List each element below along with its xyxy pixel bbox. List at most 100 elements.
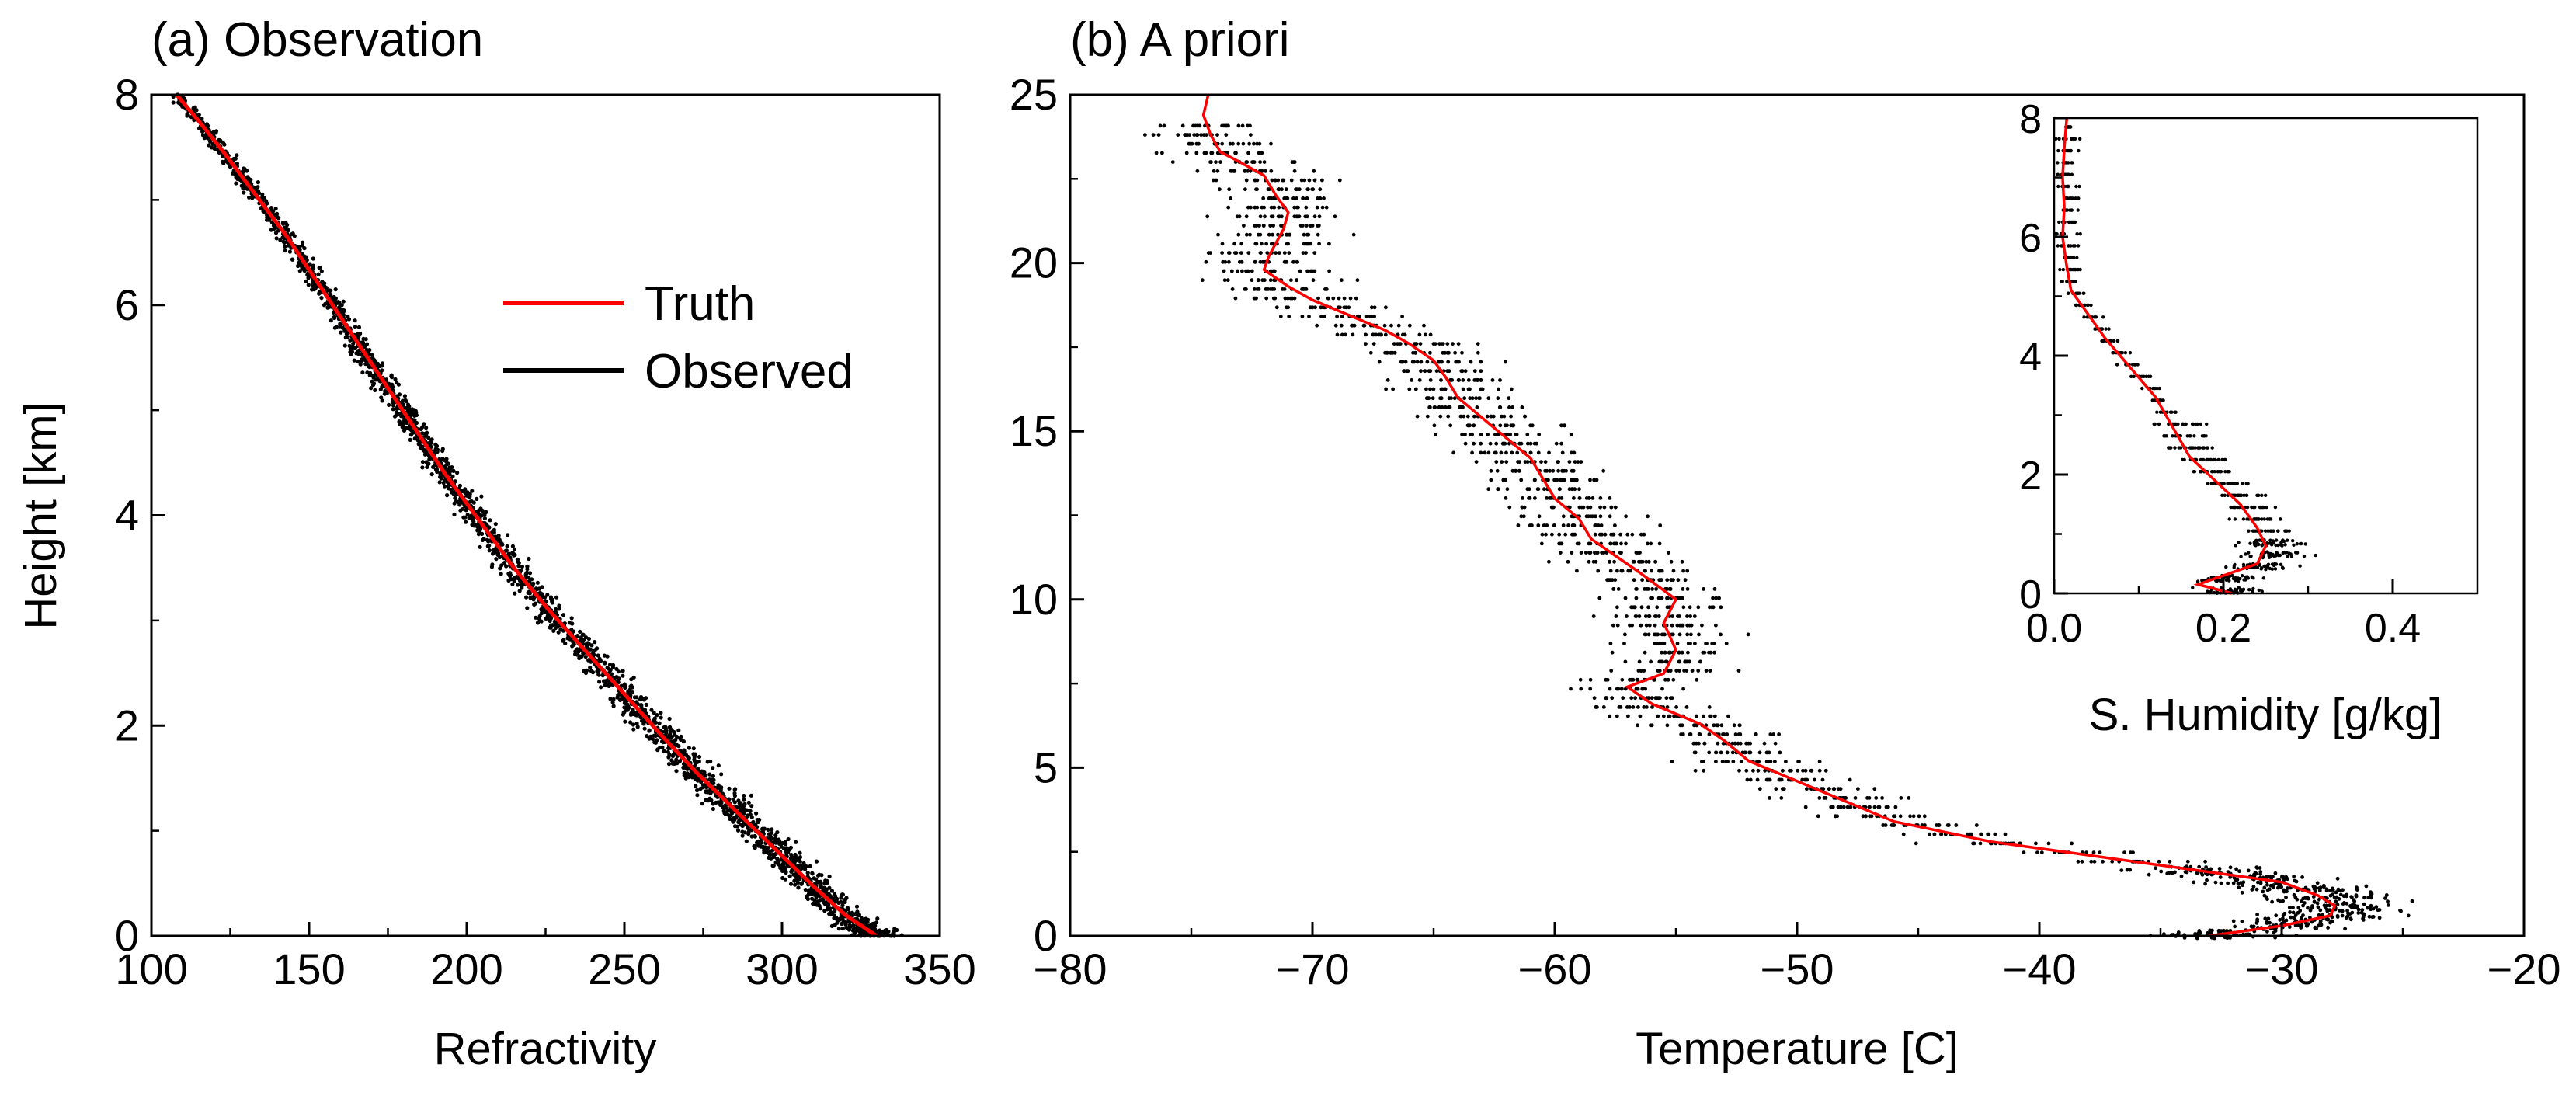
sample-point (1733, 732, 1738, 736)
observed-point (585, 668, 589, 673)
sample-point (1305, 214, 1309, 219)
sample-point (1443, 387, 1448, 391)
observed-point (760, 844, 766, 849)
sample-point (2356, 907, 2361, 912)
sample-point (2349, 917, 2353, 922)
sample-point (1620, 677, 1625, 682)
observed-point (836, 900, 841, 905)
sample-point (1245, 160, 1250, 165)
observed-point (808, 864, 812, 868)
sample-point (1434, 433, 1438, 436)
sample-point (1607, 559, 1611, 564)
sample-point (2266, 916, 2271, 921)
sample-point (2361, 918, 2366, 922)
sample-point (1292, 205, 1297, 210)
sample-point (2280, 874, 2285, 878)
sample-point (1517, 441, 1522, 446)
sample-point (2267, 887, 2272, 892)
observed-point (556, 624, 561, 628)
observed-point (631, 708, 635, 712)
observed-point (647, 736, 652, 741)
sample-point (2258, 866, 2262, 870)
observed-point (681, 751, 687, 756)
sample-point (1674, 669, 1679, 673)
sample-point (1532, 441, 1537, 446)
observed-point (659, 715, 663, 720)
sample-point (1615, 714, 1619, 718)
sample-point (1269, 141, 1273, 146)
observed-point (749, 793, 754, 798)
inset-sample-point (2276, 543, 2280, 548)
sample-point (1639, 605, 1644, 610)
sample-point (1489, 414, 1493, 419)
observed-point (674, 734, 680, 739)
x-tick-label: −20 (2487, 944, 2561, 993)
observed-point (369, 386, 374, 391)
sample-point (1649, 596, 1653, 600)
observed-point (748, 812, 753, 817)
sample-point (1559, 496, 1564, 500)
sample-point (1510, 405, 1514, 409)
sample-point (1923, 823, 1927, 827)
sample-point (1264, 296, 1269, 301)
sample-point (1643, 632, 1647, 637)
sample-point (2356, 911, 2361, 915)
observed-point (820, 897, 825, 902)
sample-point (1396, 323, 1401, 328)
sample-point (1143, 133, 1147, 137)
observed-point (492, 530, 496, 534)
observed-point (775, 830, 780, 835)
sample-point (1351, 232, 1356, 237)
sample-point (1285, 305, 1288, 310)
sample-point (1588, 677, 1593, 682)
inset-sample-point (2274, 562, 2279, 566)
sample-point (1719, 605, 1723, 610)
observed-point (840, 892, 845, 897)
sample-point (2070, 841, 2074, 846)
sample-point (1446, 360, 1451, 364)
observed-point (818, 906, 823, 911)
observed-point (773, 836, 777, 841)
sample-point (1402, 369, 1406, 374)
observed-point (572, 642, 576, 647)
sample-point (1689, 632, 1693, 637)
sample-point (1596, 569, 1601, 573)
observed-point (512, 547, 517, 551)
observed-point (835, 918, 840, 923)
observed-point (380, 363, 384, 368)
sample-point (1845, 805, 1850, 809)
sample-point (2264, 895, 2268, 899)
sample-point (1704, 642, 1709, 645)
observed-point (622, 705, 627, 710)
sample-point (1707, 732, 1712, 736)
observed-point (364, 361, 369, 366)
sample-point (1256, 278, 1260, 283)
observed-point (679, 737, 683, 743)
observed-point (606, 666, 610, 671)
sample-point (2370, 915, 2375, 919)
observed-point (641, 697, 646, 702)
inset-sample-point (2195, 579, 2200, 583)
sample-point (1598, 496, 1603, 500)
sample-point (1509, 387, 1514, 391)
x-tick-label: 350 (903, 944, 975, 993)
sample-point (1779, 777, 1784, 782)
observed-point (798, 855, 803, 860)
observed-point (788, 882, 794, 886)
sample-point (2354, 894, 2359, 899)
sample-point (1509, 423, 1514, 428)
sample-point (1678, 723, 1683, 728)
observed-point (793, 882, 798, 887)
sample-point (1286, 296, 1290, 301)
sample-point (2328, 889, 2333, 893)
inset-sample-point (2228, 587, 2233, 591)
sample-point (1194, 133, 1199, 137)
sample-point (1719, 750, 1723, 755)
observed-point (588, 647, 593, 652)
observed-point (414, 410, 419, 415)
observed-point (445, 493, 450, 498)
sample-point (1483, 450, 1487, 455)
observed-point (736, 819, 741, 825)
sample-point (1743, 750, 1747, 755)
observed-point (742, 803, 747, 808)
